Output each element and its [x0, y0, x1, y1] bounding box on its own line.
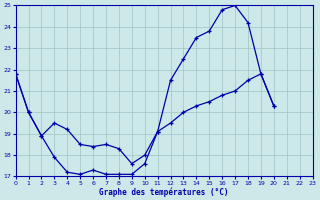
- X-axis label: Graphe des températures (°C): Graphe des températures (°C): [99, 187, 229, 197]
